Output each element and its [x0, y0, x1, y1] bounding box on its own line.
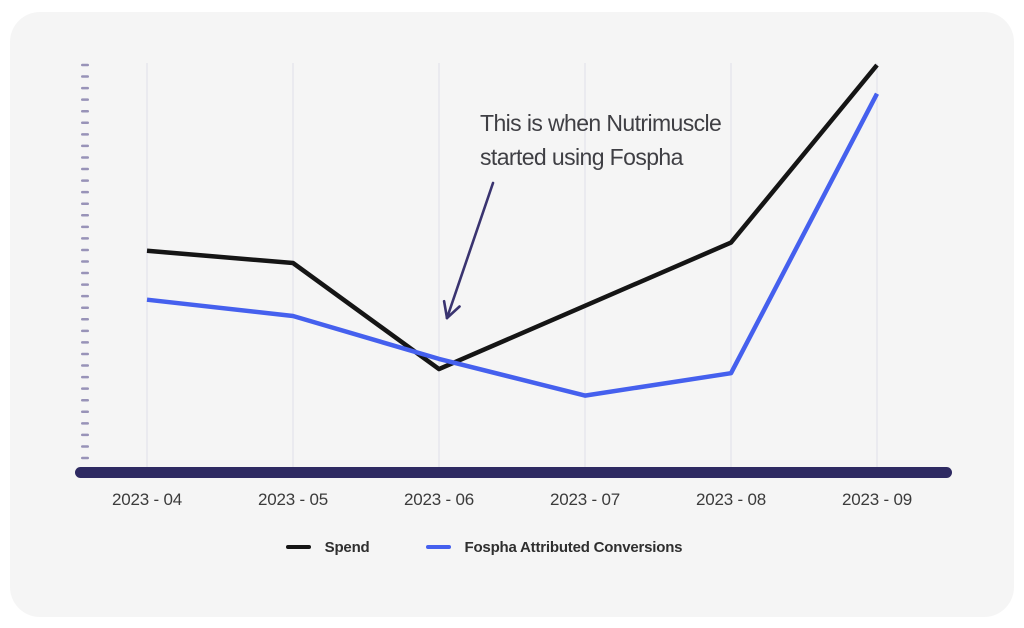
y-axis-tick: [81, 63, 89, 67]
y-axis-tick: [81, 341, 89, 344]
x-axis-label: 2023 - 04: [111, 490, 183, 509]
y-axis-tick: [81, 422, 89, 425]
x-axis-label: 2023 - 07: [549, 490, 621, 509]
x-axis-label: 2023 - 06: [403, 490, 475, 509]
x-axis-label: 2023 - 05: [257, 490, 329, 509]
y-axis-tick: [81, 98, 89, 101]
y-axis-tick: [81, 445, 89, 448]
y-axis-tick: [81, 271, 89, 275]
y-axis-tick: [81, 433, 89, 437]
y-axis-tick: [81, 306, 89, 309]
y-axis-tick: [81, 329, 89, 333]
y-axis-tick: [81, 86, 89, 90]
y-axis-tick: [81, 179, 89, 182]
line-chart: [75, 63, 952, 478]
legend-label: Fospha Attributed Conversions: [464, 538, 683, 556]
y-axis-tick: [81, 167, 89, 171]
legend-swatch: [285, 545, 311, 549]
y-axis-tick: [81, 75, 89, 78]
y-axis-tick: [81, 214, 89, 217]
y-axis-tick: [81, 260, 89, 263]
y-axis-tick: [81, 318, 89, 321]
legend-item-fospha-attributed-conversions: Fospha Attributed Conversions: [425, 538, 683, 556]
series-line-fospha-attributed-conversions: [146, 92, 879, 398]
y-axis-tick: [81, 144, 89, 148]
chart-card: This is when Nutrimuscle started using F…: [10, 12, 1014, 617]
y-axis-tick: [81, 237, 89, 240]
y-axis-tick: [81, 398, 89, 402]
legend-swatch: [425, 545, 451, 549]
y-axis-tick: [81, 190, 89, 194]
y-axis-tick: [81, 156, 89, 159]
annotation-arrow-shaft: [445, 181, 495, 320]
y-axis-tick: [81, 456, 89, 460]
annotation-line-1: This is when Nutrimuscle: [480, 110, 722, 136]
annotation-arrow-head: [445, 305, 461, 320]
y-axis-tick: [81, 387, 89, 390]
annotation-line-2: started using Fospha: [480, 144, 683, 170]
legend-label: Spend: [324, 538, 370, 556]
y-axis-tick: [81, 121, 89, 125]
annotation-arrow-head: [442, 299, 449, 320]
chart-legend: Spend Fospha Attributed Conversions: [10, 536, 1014, 558]
series-line-spend: [146, 63, 879, 372]
x-axis-label: 2023 - 08: [695, 490, 767, 509]
chart-annotation: This is when Nutrimuscle started using F…: [480, 106, 722, 174]
y-axis-tick: [81, 225, 89, 229]
x-axis-label: 2023 - 09: [841, 490, 913, 509]
y-axis-tick: [81, 202, 89, 205]
y-axis-tick: [81, 352, 89, 356]
y-axis-tick: [81, 375, 89, 379]
y-axis-tick: [81, 364, 89, 367]
y-axis-tick: [81, 248, 89, 252]
legend-item-spend: Spend: [285, 538, 370, 556]
y-axis-tick: [81, 294, 89, 298]
y-axis-tick: [81, 283, 89, 286]
y-axis-tick: [81, 109, 89, 113]
y-axis-tick: [81, 410, 89, 414]
y-axis-tick: [81, 133, 89, 136]
